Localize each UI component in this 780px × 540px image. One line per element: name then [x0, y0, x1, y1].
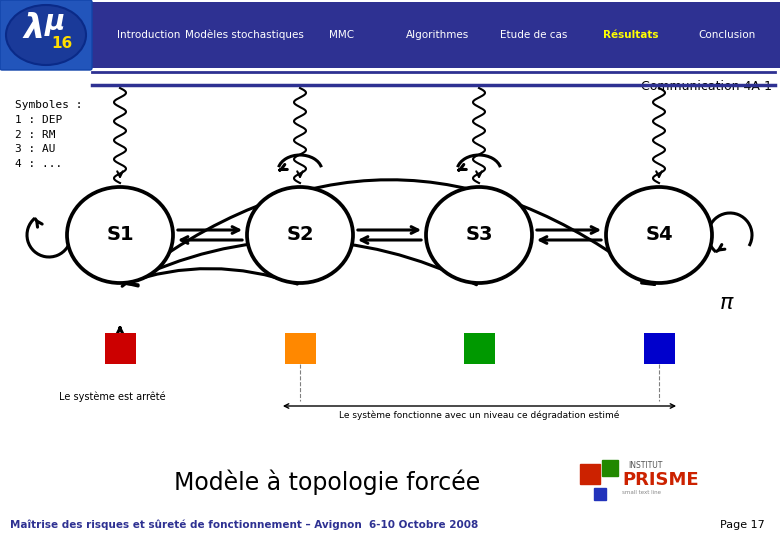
- FancyArrowPatch shape: [122, 180, 654, 286]
- Text: Symboles :
1 : DEP
2 : RM
3 : AU
4 : ...: Symboles : 1 : DEP 2 : RM 3 : AU 4 : ...: [15, 100, 83, 169]
- Bar: [92, 2, 780, 68]
- Text: PRISME: PRISME: [622, 471, 699, 489]
- FancyArrowPatch shape: [125, 241, 477, 285]
- Text: Page 17: Page 17: [720, 520, 765, 530]
- Text: INSTITUT: INSTITUT: [628, 462, 662, 470]
- Text: π: π: [720, 293, 733, 313]
- Text: Modèles stochastiques: Modèles stochastiques: [185, 30, 304, 40]
- Text: Algorithmes: Algorithmes: [406, 30, 469, 40]
- Ellipse shape: [67, 187, 173, 283]
- FancyBboxPatch shape: [0, 0, 92, 70]
- Bar: [644, 333, 675, 364]
- Text: Résultats: Résultats: [603, 30, 658, 40]
- Ellipse shape: [247, 187, 353, 283]
- Text: μ: μ: [44, 8, 66, 36]
- Text: MMC: MMC: [328, 30, 353, 40]
- Ellipse shape: [6, 5, 86, 65]
- Text: Etude de cas: Etude de cas: [500, 30, 568, 40]
- FancyArrowPatch shape: [126, 268, 297, 286]
- Text: Le système est arrêté: Le système est arrêté: [58, 392, 165, 402]
- Ellipse shape: [606, 187, 712, 283]
- Text: Maîtrise des risques et sûreté de fonctionnement – Avignon  6-10 Octobre 2008: Maîtrise des risques et sûreté de foncti…: [10, 519, 478, 530]
- Text: S2: S2: [286, 226, 314, 245]
- Bar: [285, 333, 316, 364]
- Text: λ: λ: [23, 11, 44, 44]
- Bar: [105, 333, 136, 364]
- Text: 16: 16: [51, 37, 73, 51]
- Text: S1: S1: [106, 226, 134, 245]
- Text: Communication 4A-1: Communication 4A-1: [641, 80, 772, 93]
- Bar: [464, 333, 495, 364]
- Text: Modèle à topologie forcée: Modèle à topologie forcée: [175, 469, 480, 495]
- Text: Le système fonctionne avec un niveau ce dégradation estimé: Le système fonctionne avec un niveau ce …: [339, 411, 619, 421]
- Text: S4: S4: [645, 226, 673, 245]
- Text: small text line: small text line: [622, 489, 661, 495]
- Text: Conclusion: Conclusion: [698, 30, 755, 40]
- Text: S3: S3: [465, 226, 493, 245]
- Text: Introduction: Introduction: [116, 30, 180, 40]
- Ellipse shape: [426, 187, 532, 283]
